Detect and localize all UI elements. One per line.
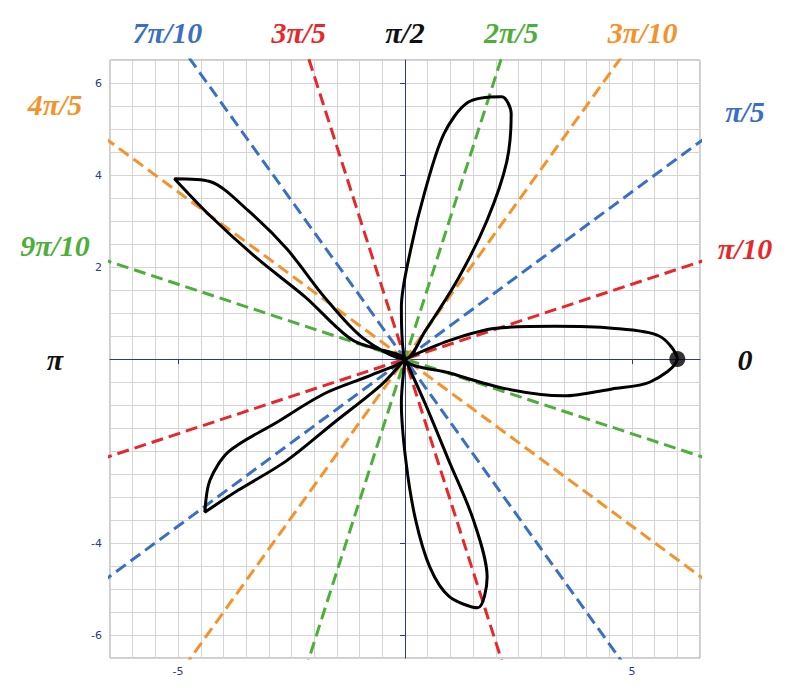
svg-text:4: 4 [95, 169, 102, 182]
svg-text:2: 2 [95, 261, 102, 274]
svg-text:6: 6 [95, 77, 102, 90]
svg-text:π: π [47, 343, 64, 376]
svg-text:5: 5 [628, 665, 635, 678]
svg-text:-5: -5 [173, 665, 184, 678]
svg-text:π/10: π/10 [718, 232, 773, 265]
svg-text:-6: -6 [91, 629, 102, 642]
svg-text:-4: -4 [91, 537, 102, 550]
svg-text:2π/5: 2π/5 [483, 16, 539, 49]
svg-text:3π/10: 3π/10 [607, 16, 678, 49]
svg-text:7π/10: 7π/10 [133, 16, 203, 49]
svg-text:π/5: π/5 [725, 95, 765, 128]
svg-text:π/2: π/2 [385, 16, 425, 49]
svg-text:4π/5: 4π/5 [27, 88, 83, 121]
svg-text:9π/10: 9π/10 [20, 229, 90, 262]
svg-text:3π/5: 3π/5 [270, 16, 326, 49]
svg-text:0: 0 [738, 343, 753, 376]
